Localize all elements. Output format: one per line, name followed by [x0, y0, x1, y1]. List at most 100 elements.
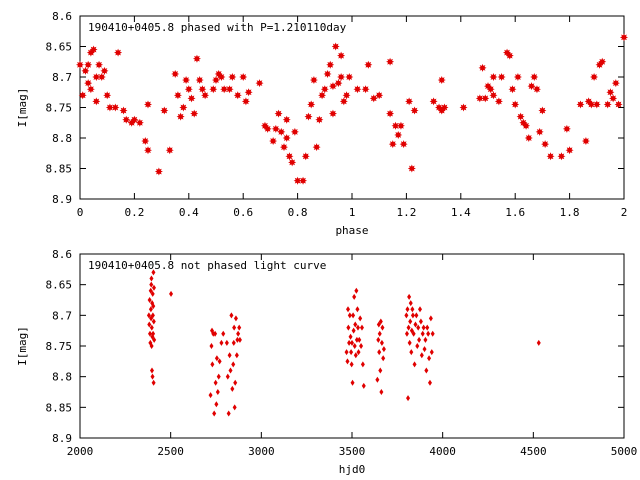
data-point	[481, 94, 490, 103]
data-point	[179, 103, 188, 112]
data-point	[350, 339, 354, 346]
y-tick-label: 8.6	[52, 248, 72, 261]
x-tick-label: 2	[621, 206, 628, 219]
x-tick-label: 5000	[611, 445, 638, 458]
data-point	[357, 336, 362, 343]
data-point	[511, 100, 520, 109]
data-point	[192, 54, 201, 63]
data-point	[213, 379, 218, 386]
data-point	[282, 134, 291, 142]
data-point	[198, 85, 207, 94]
data-point	[380, 324, 385, 331]
data-point	[277, 127, 286, 136]
data-point	[412, 361, 417, 368]
data-point	[233, 315, 238, 322]
data-point	[396, 121, 405, 130]
data-point	[388, 140, 397, 149]
data-point	[149, 324, 154, 331]
data-point	[255, 79, 264, 88]
data-point	[307, 100, 316, 109]
data-point	[508, 85, 517, 94]
data-point	[235, 336, 240, 343]
data-point	[290, 127, 299, 136]
data-point	[430, 330, 435, 337]
data-point	[269, 137, 278, 146]
data-point	[92, 73, 101, 81]
data-point	[89, 45, 98, 54]
data-point	[378, 318, 383, 325]
data-point	[219, 339, 224, 346]
data-point	[92, 97, 101, 106]
data-point	[119, 106, 128, 115]
data-point	[352, 293, 357, 300]
data-point	[148, 306, 153, 313]
data-point	[347, 312, 352, 319]
y-tick-label: 8.75	[46, 102, 73, 115]
data-point	[350, 379, 355, 386]
data-point	[614, 100, 623, 109]
data-point	[230, 385, 235, 392]
data-point	[309, 76, 318, 85]
data-point	[535, 127, 544, 136]
data-point	[355, 324, 360, 331]
data-point	[354, 336, 359, 343]
data-point	[426, 330, 431, 337]
data-point	[349, 361, 354, 368]
data-point	[359, 343, 364, 349]
data-point	[598, 57, 607, 66]
data-point	[237, 336, 242, 343]
data-point	[231, 339, 236, 346]
data-point	[227, 352, 232, 359]
data-point	[228, 73, 237, 81]
plot-frame	[79, 253, 625, 439]
data-point	[212, 410, 217, 417]
data-point	[376, 336, 381, 343]
data-point	[214, 401, 219, 408]
data-point	[78, 91, 87, 100]
data-point	[234, 352, 239, 359]
data-point	[364, 60, 373, 69]
data-point	[347, 339, 352, 346]
data-point	[356, 349, 361, 356]
data-point	[381, 355, 386, 362]
data-point	[105, 103, 114, 112]
data-point	[407, 339, 412, 346]
data-point	[146, 312, 151, 319]
data-point	[342, 91, 351, 100]
data-point	[232, 324, 237, 331]
data-point	[151, 330, 156, 337]
data-point	[280, 143, 288, 152]
data-point	[171, 69, 180, 78]
data-point	[346, 306, 351, 313]
data-point	[239, 73, 248, 81]
x-tick-label: 2000	[67, 445, 94, 458]
data-point	[378, 367, 383, 374]
x-tick-label: 3000	[248, 445, 275, 458]
data-point	[349, 349, 354, 356]
data-point	[609, 94, 618, 103]
data-point	[337, 51, 346, 60]
data-point	[232, 404, 237, 411]
data-point	[331, 42, 340, 51]
data-point	[422, 346, 427, 353]
data-point	[150, 312, 155, 319]
data-point	[263, 124, 272, 133]
data-point	[154, 167, 163, 176]
data-point	[215, 389, 220, 395]
data-point	[184, 85, 193, 94]
data-point	[274, 109, 283, 118]
x-tick-label: 1.2	[396, 206, 416, 219]
data-point	[489, 73, 498, 81]
data-point	[429, 349, 434, 356]
data-point	[423, 336, 428, 343]
data-point	[229, 312, 234, 319]
data-point	[405, 97, 414, 106]
data-point	[339, 97, 348, 106]
data-point	[361, 85, 370, 94]
data-point	[494, 97, 503, 106]
y-tick-label: 8.9	[52, 432, 72, 445]
data-point	[541, 140, 550, 149]
data-point	[144, 146, 152, 155]
data-point	[415, 343, 420, 349]
data-point	[217, 358, 222, 365]
